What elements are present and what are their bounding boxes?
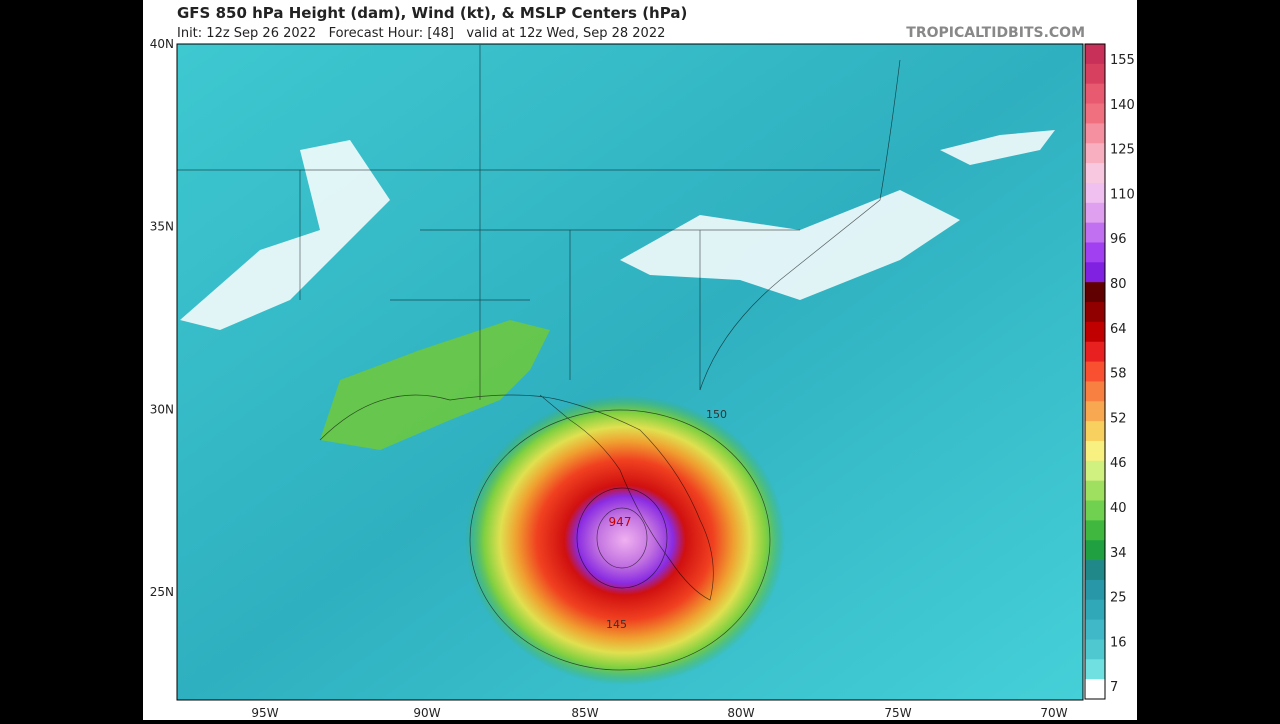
colorbar-swatch (1085, 659, 1105, 680)
colorbar-label: 96 (1110, 232, 1127, 247)
colorbar-swatch (1085, 679, 1105, 700)
colorbar-swatch (1085, 520, 1105, 541)
colorbar-swatch (1085, 282, 1105, 303)
colorbar-label: 46 (1110, 456, 1127, 471)
colorbar-label: 64 (1110, 322, 1127, 337)
colorbar-label: 125 (1110, 143, 1135, 158)
calm-area (620, 190, 960, 300)
contour-label: 150 (706, 408, 727, 421)
longitude-label: 85W (571, 706, 598, 720)
hurricane-winds (465, 395, 785, 685)
colorbar-label: 7 (1110, 680, 1118, 695)
colorbar-label: 25 (1110, 591, 1127, 606)
colorbar-swatch (1085, 163, 1105, 184)
brand: TROPICALTIDBITS.COM (906, 25, 1085, 41)
wind-band (320, 320, 550, 450)
colorbar-label: 52 (1110, 411, 1127, 426)
colorbar: 155 140 125 110 96 80 64 58 52 46 40 34 25 16 7 (1084, 43, 1135, 700)
colorbar-swatch (1085, 401, 1105, 422)
colorbar-swatch (1085, 361, 1105, 382)
colorbar-swatch (1085, 222, 1105, 243)
latitude-label: 40N (150, 37, 174, 51)
colorbar-swatch (1085, 579, 1105, 601)
colorbar-swatch (1085, 262, 1105, 283)
colorbar-swatch (1085, 321, 1105, 343)
colorbar-label: 40 (1110, 501, 1127, 516)
colorbar-swatch (1085, 202, 1105, 224)
colorbar-label: 140 (1110, 98, 1135, 113)
colorbar-label: 34 (1110, 546, 1127, 561)
colorbar-frame (1084, 43, 1106, 700)
title: GFS 850 hPa Height (dam), Wind (kt), & M… (177, 4, 687, 22)
colorbar-swatch (1085, 421, 1105, 442)
colorbar-swatch (1085, 440, 1105, 462)
colorbar-label: 80 (1110, 277, 1127, 292)
colorbar-swatch (1085, 103, 1105, 124)
colorbar-swatch (1085, 500, 1105, 521)
latitude-label: 25N (150, 585, 174, 599)
colorbar-swatch (1085, 123, 1105, 144)
colorbar-label: 155 (1110, 53, 1135, 68)
longitude-label: 75W (884, 706, 911, 720)
colorbar-swatch (1085, 83, 1105, 105)
longitude-label: 70W (1040, 706, 1067, 720)
colorbar-label: 58 (1110, 367, 1127, 382)
colorbar-swatch (1085, 381, 1105, 402)
colorbar-swatch (1085, 560, 1105, 581)
map (176, 43, 1084, 701)
longitude-label: 80W (727, 706, 754, 720)
colorbar-swatch (1085, 639, 1105, 660)
latitude-label: 30N (150, 402, 174, 416)
colorbar-swatch (1085, 44, 1105, 65)
colorbar-label: 16 (1110, 635, 1127, 650)
colorbar-swatch (1085, 302, 1105, 323)
calm-area (180, 140, 390, 330)
colorbar-swatch (1085, 182, 1105, 204)
calm-area (940, 130, 1055, 165)
contour-label: 145 (606, 618, 627, 631)
longitude-label: 95W (251, 706, 278, 720)
colorbar-swatch (1085, 460, 1105, 482)
colorbar-swatch (1085, 599, 1105, 621)
longitude-label: 90W (413, 706, 440, 720)
colorbar-swatch (1085, 480, 1105, 502)
subtitle: Init: 12z Sep 26 2022 Forecast Hour: [48… (177, 26, 665, 41)
colorbar-swatch (1085, 341, 1105, 363)
colorbar-swatch (1085, 143, 1105, 164)
colorbar-swatch (1085, 540, 1105, 561)
low-center: 947 (609, 515, 632, 529)
boundaries (177, 45, 901, 671)
colorbar-swatch (1085, 619, 1105, 640)
colorbar-swatch (1085, 242, 1105, 263)
colorbar-label: 110 (1110, 187, 1135, 202)
latitude-label: 35N (150, 220, 174, 234)
colorbar-swatch (1085, 63, 1105, 85)
